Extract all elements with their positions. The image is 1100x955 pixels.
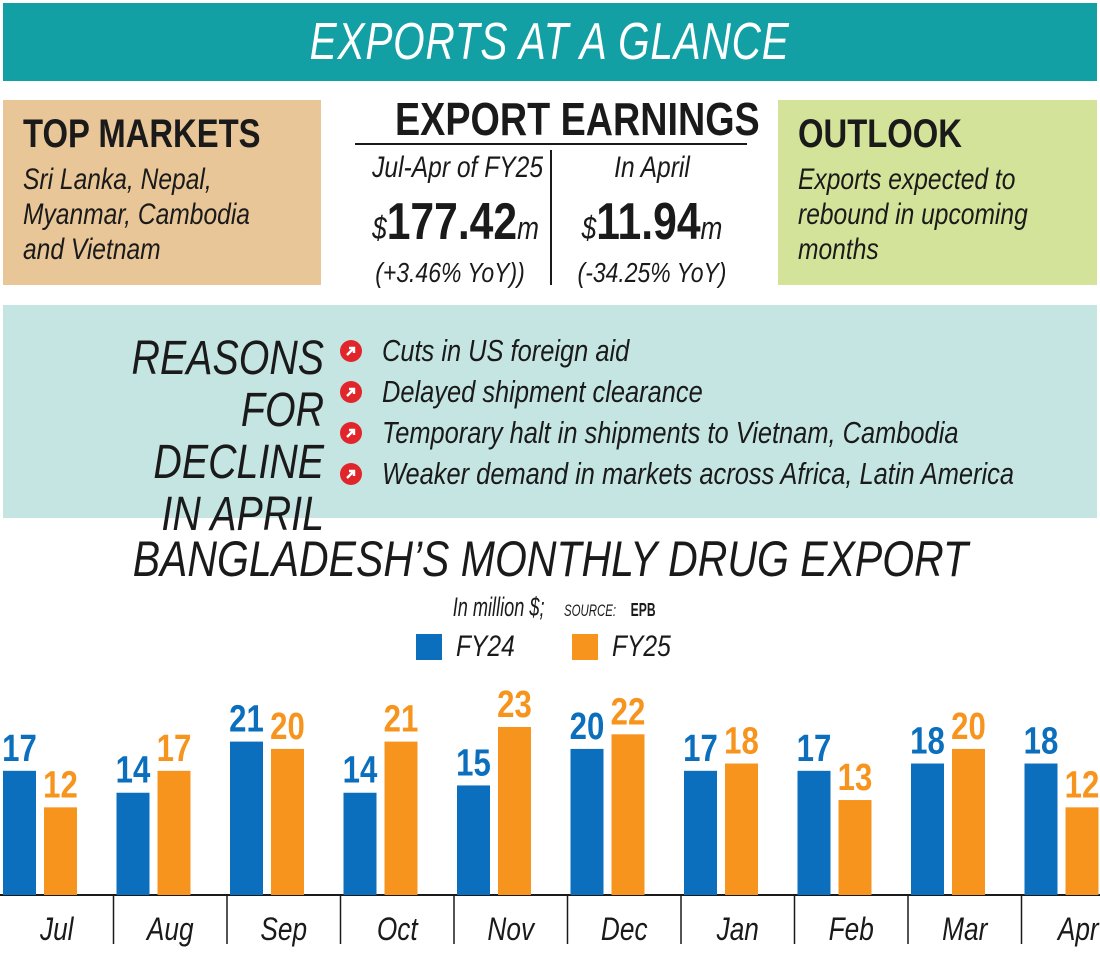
data-label: 12 [1065,765,1100,807]
arrow-circle-icon [340,463,362,485]
earnings-april-change: (-34.25% YoY) [577,257,727,288]
bar-fy25-dec [611,734,645,895]
bar-fy24-sep [230,741,263,895]
earnings-april-label: In April [614,151,690,184]
bar-fy24-apr [1024,763,1058,895]
bar-fy24-jan [684,770,717,895]
data-label: 18 [1024,721,1059,763]
top-markets-box: TOP MARKETS Sri Lanka, Nepal, Myanmar, C… [3,100,321,285]
x-tick-label: Dec [601,913,648,948]
data-label: 20 [951,706,986,748]
earnings-period-change: (+3.46% YoY)) [375,257,525,288]
x-tick-label: Nov [487,913,536,948]
data-label: 20 [270,706,305,748]
bar-fy25-nov [498,727,531,895]
arrow-circle-icon [340,381,362,403]
earnings-period-value: $177.42m [372,193,539,251]
bar-fy24-dec [570,748,604,895]
data-label: 13 [838,757,873,799]
bar-fy25-mar [952,748,985,895]
data-label: 20 [570,706,605,748]
bar-fy25-jan [725,763,758,895]
data-label: 17 [157,728,192,770]
arrow-circle-icon [340,340,362,362]
reasons-title: REASONS FOR DECLINE IN APRIL [131,332,324,541]
bar-fy25-aug [157,770,191,895]
earnings-april: In April $11.94m (-34.25% YoY) [557,148,747,288]
data-label: 15 [456,743,491,785]
bar-fy25-oct [384,741,418,895]
chart-subtitle: In million $; SOURCE: EPB [452,592,655,622]
data-label: 22 [611,691,646,733]
reason-item: Temporary halt in shipments to Vietnam, … [340,413,1085,453]
export-earnings-rule [355,143,747,145]
bar-fy25-sep [271,748,304,895]
header-band: EXPORTS AT A GLANCE [3,3,1097,81]
export-earnings-divider [550,150,552,285]
outlook-heading: OUTLOOK [798,112,962,156]
bar-fy24-mar [911,763,944,895]
legend-swatch [572,634,598,660]
data-label: 18 [724,721,759,763]
data-label: 23 [497,684,532,726]
x-tick-label: Mar [942,913,988,948]
page-title: EXPORTS AT A GLANCE [310,13,790,71]
data-label: 12 [43,765,78,807]
reasons-band: REASONS FOR DECLINE IN APRIL Cuts in US … [3,305,1100,541]
x-tick-label: Jan [716,913,759,948]
legend-item-fy24: FY24 [416,630,528,664]
x-tick-label: Aug [145,913,194,948]
outlook-text: Exports expected to rebound in upcoming … [798,163,1028,266]
x-tick-label: Oct [377,913,419,948]
chart-legend: FY24 FY25 [0,630,1100,664]
legend-swatch [416,634,443,660]
top-markets-heading: TOP MARKETS [23,112,261,156]
bar-fy24-nov [457,785,490,895]
x-tick-label: Sep [260,913,307,948]
reason-item: Cuts in US foreign aid [340,331,684,371]
x-tick-label: Feb [829,913,874,948]
bar-fy24-oct [343,792,377,895]
data-label: 17 [2,728,37,770]
data-label: 14 [343,750,378,792]
bar-fy24-jul [3,770,36,895]
export-earnings-heading: EXPORT EARNINGS [395,93,760,145]
data-label: 17 [797,728,832,770]
legend-item-fy25: FY25 [572,630,684,664]
chart-title: BANGLADESH’S MONTHLY DRUG EXPORT [132,531,968,587]
chart-source: EPB [630,600,655,620]
bar-fy25-jul [44,807,77,895]
x-tick-label: Apr [1056,913,1100,948]
arrow-circle-icon [340,422,362,444]
top-markets-list: Sri Lanka, Nepal, Myanmar, Cambodia and … [23,163,250,266]
earnings-period-total: Jul-Apr of FY25 $177.42m (+3.46% YoY)) [355,148,545,288]
data-label: 21 [229,699,264,741]
bar-fy25-apr [1065,807,1099,895]
data-label: 14 [116,750,151,792]
data-label: 17 [683,728,718,770]
x-tick-label: Jul [39,913,75,948]
reason-item: Weaker demand in markets across Africa, … [340,454,1100,494]
bar-fy25-feb [838,800,872,895]
bar-fy24-feb [797,770,831,895]
reason-item: Delayed shipment clearance [340,372,773,412]
earnings-period-label: Jul-Apr of FY25 [372,151,544,184]
data-label: 21 [384,699,419,741]
outlook-box: OUTLOOK Exports expected to rebound in u… [778,100,1097,285]
bar-fy24-aug [116,792,150,895]
data-label: 18 [910,721,945,763]
earnings-april-value: $11.94m [581,193,723,251]
